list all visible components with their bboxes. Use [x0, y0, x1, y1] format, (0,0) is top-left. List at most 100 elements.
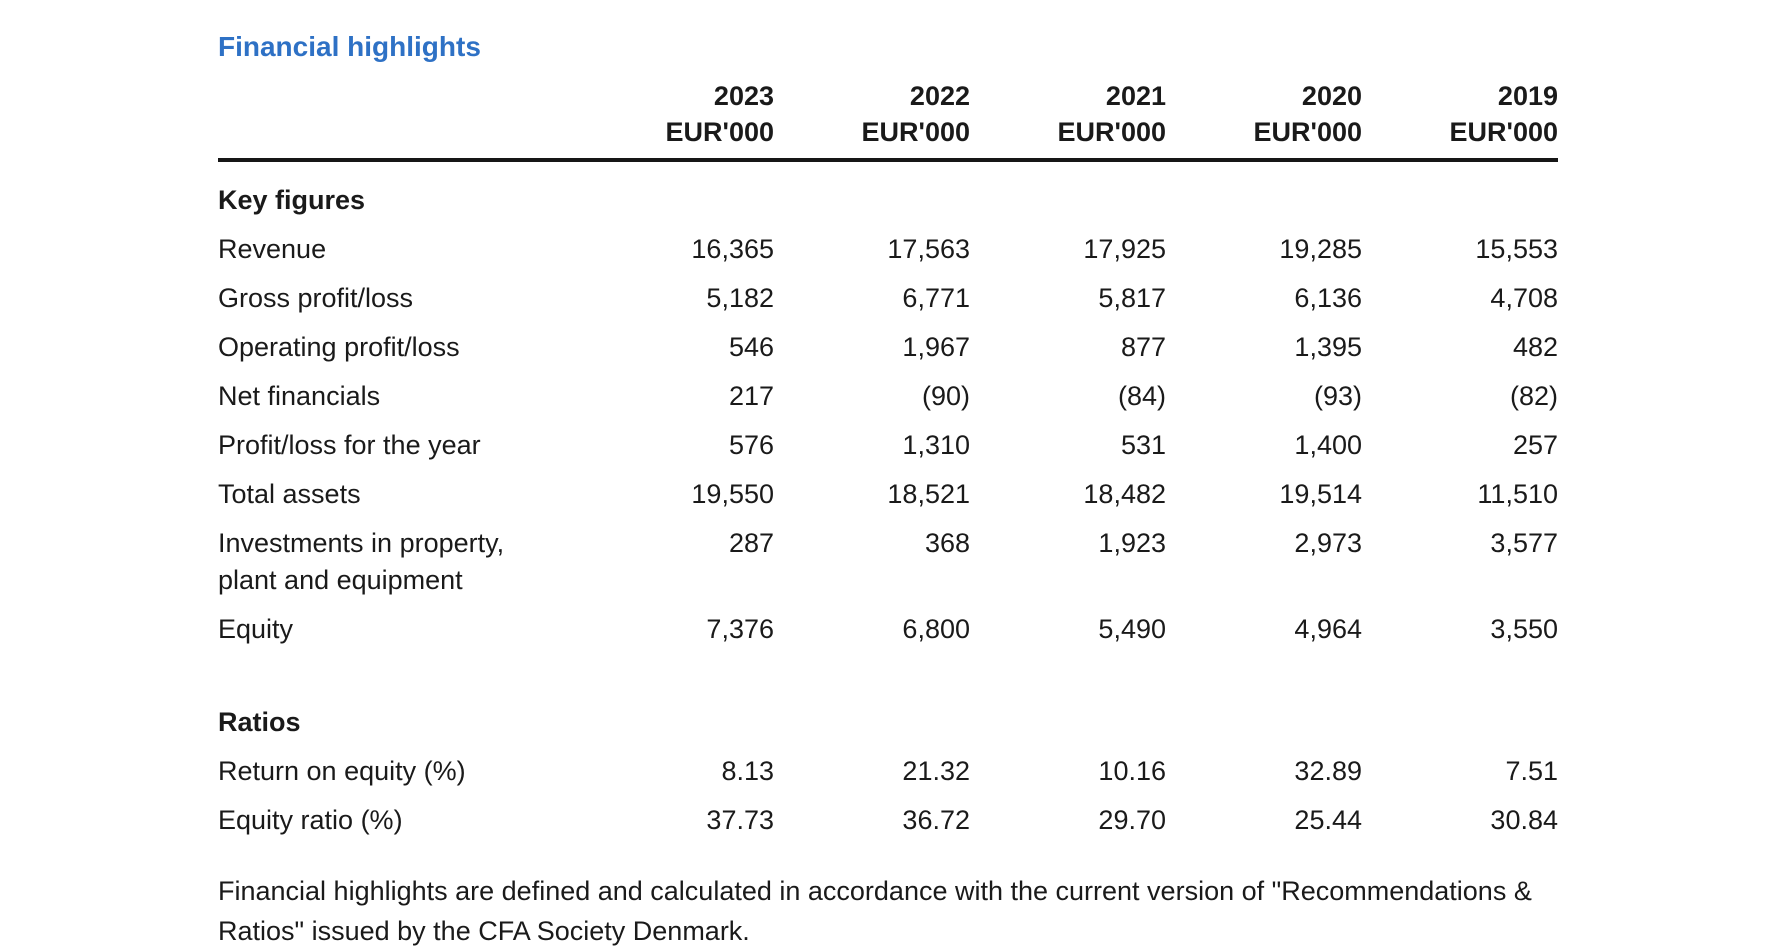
cell-value: 2,973 — [1294, 528, 1362, 558]
cell-value: 37.73 — [706, 805, 774, 835]
section-heading-row: Key figures — [218, 160, 1558, 225]
table-row-total-assets: Total assets 19,550 18,521 18,482 19,514… — [218, 470, 1558, 519]
cell-value: 1,967 — [902, 332, 970, 362]
cell-value: 8.13 — [721, 756, 774, 786]
year-header-row: 2023 EUR'000 2022 EUR'000 2021 EUR'000 2… — [218, 78, 1558, 162]
cell-value: 5,182 — [706, 283, 774, 313]
cell-value: 16,365 — [691, 234, 774, 264]
year-label: 2023 — [713, 81, 774, 111]
year-label: 2022 — [909, 81, 970, 111]
cell-value: (84) — [1117, 381, 1166, 411]
currency-unit-label: EUR'000 — [861, 117, 970, 147]
year-label: 2019 — [1497, 81, 1558, 111]
cell-value: 6,771 — [902, 283, 970, 313]
table-row-return-on-equity: Return on equity (%) 8.13 21.32 10.16 32… — [218, 747, 1558, 796]
cell-value: 1,400 — [1294, 430, 1362, 460]
table-row-revenue: Revenue 16,365 17,563 17,925 19,285 15,5… — [218, 225, 1558, 274]
cell-value: 10.16 — [1098, 756, 1166, 786]
section-heading-key-figures: Key figures — [218, 185, 366, 215]
cell-value: 3,550 — [1490, 614, 1558, 644]
cell-value: (93) — [1313, 381, 1362, 411]
currency-unit-label: EUR'000 — [1057, 117, 1166, 147]
cell-value: 17,925 — [1083, 234, 1166, 264]
column-header-2019: 2019 EUR'000 — [1362, 78, 1558, 162]
cell-value: 217 — [728, 381, 774, 411]
cell-value: 287 — [728, 528, 774, 558]
footnote-line2: Ratios" issued by the CFA Society Denmar… — [218, 916, 750, 946]
cell-value: 257 — [1512, 430, 1558, 460]
column-header-2020: 2020 EUR'000 — [1166, 78, 1362, 162]
row-label: Return on equity (%) — [218, 756, 466, 786]
row-label: Operating profit/loss — [218, 332, 460, 362]
cell-value: 21.32 — [902, 756, 970, 786]
cell-value: (82) — [1509, 381, 1558, 411]
table-row-operating-profit: Operating profit/loss 546 1,967 877 1,39… — [218, 323, 1558, 372]
cell-value: 5,490 — [1098, 614, 1166, 644]
financial-highlights-table: 2023 EUR'000 2022 EUR'000 2021 EUR'000 2… — [218, 78, 1558, 845]
cell-value: 30.84 — [1490, 805, 1558, 835]
cell-value: 19,285 — [1279, 234, 1362, 264]
row-label: Revenue — [218, 234, 327, 264]
column-header-2023: 2023 EUR'000 — [578, 78, 774, 162]
table-row-investments: Investments in property, plant and equip… — [218, 519, 1558, 605]
row-label: Gross profit/loss — [218, 283, 414, 313]
footnote: Financial highlights are defined and cal… — [218, 871, 1558, 951]
table-row-profit-for-year: Profit/loss for the year 576 1,310 531 1… — [218, 421, 1558, 470]
page-content: Financial highlights 2023 EUR'000 — [218, 30, 1558, 951]
column-header-2022: 2022 EUR'000 — [774, 78, 970, 162]
row-label-line1: Investments in property, — [218, 528, 505, 558]
row-label: Profit/loss for the year — [218, 430, 481, 460]
row-label: Net financials — [218, 381, 381, 411]
cell-value: 19,550 — [691, 479, 774, 509]
table-row-net-financials: Net financials 217 (90) (84) (93) (82) — [218, 372, 1558, 421]
cell-value: 15,553 — [1475, 234, 1558, 264]
cell-value: 3,577 — [1490, 528, 1558, 558]
year-label: 2020 — [1301, 81, 1362, 111]
cell-value: 17,563 — [887, 234, 970, 264]
cell-value: 36.72 — [902, 805, 970, 835]
cell-value: 4,964 — [1294, 614, 1362, 644]
row-label: Equity — [218, 614, 294, 644]
currency-unit-label: EUR'000 — [665, 117, 774, 147]
row-label-line2: plant and equipment — [218, 565, 463, 595]
section-heading-ratios: Ratios — [218, 707, 301, 737]
cell-value: 546 — [728, 332, 774, 362]
row-label: Investments in property, plant and equip… — [218, 519, 578, 605]
cell-value: 19,514 — [1279, 479, 1362, 509]
cell-value: 576 — [728, 430, 774, 460]
cell-value: 1,923 — [1098, 528, 1166, 558]
cell-value: 482 — [1512, 332, 1558, 362]
footnote-line1: Financial highlights are defined and cal… — [218, 876, 1532, 906]
column-header-2021: 2021 EUR'000 — [970, 78, 1166, 162]
cell-value: 6,136 — [1294, 283, 1362, 313]
cell-value: 531 — [1120, 430, 1166, 460]
cell-value: 1,395 — [1294, 332, 1362, 362]
cell-value: 11,510 — [1477, 479, 1558, 509]
cell-value: 5,817 — [1098, 283, 1166, 313]
table-row-equity-ratio: Equity ratio (%) 37.73 36.72 29.70 25.44… — [218, 796, 1558, 845]
currency-unit-label: EUR'000 — [1253, 117, 1362, 147]
year-label: 2021 — [1105, 81, 1166, 111]
cell-value: 368 — [924, 528, 970, 558]
cell-value: 18,521 — [887, 479, 970, 509]
section-heading-row: Ratios — [218, 654, 1558, 747]
empty-header-cell — [218, 78, 578, 162]
cell-value: 1,310 — [902, 430, 970, 460]
cell-value: 29.70 — [1098, 805, 1166, 835]
cell-value: 32.89 — [1294, 756, 1362, 786]
page-title: Financial highlights — [218, 31, 481, 62]
table-row-equity: Equity 7,376 6,800 5,490 4,964 3,550 — [218, 605, 1558, 654]
cell-value: 7.51 — [1505, 756, 1558, 786]
cell-value: (90) — [921, 381, 970, 411]
cell-value: 4,708 — [1490, 283, 1558, 313]
cell-value: 18,482 — [1083, 479, 1166, 509]
cell-value: 7,376 — [706, 614, 774, 644]
row-label: Total assets — [218, 479, 361, 509]
currency-unit-label: EUR'000 — [1449, 117, 1558, 147]
table-row-gross-profit: Gross profit/loss 5,182 6,771 5,817 6,13… — [218, 274, 1558, 323]
cell-value: 877 — [1120, 332, 1166, 362]
cell-value: 6,800 — [902, 614, 970, 644]
cell-value: 25.44 — [1294, 805, 1362, 835]
row-label: Equity ratio (%) — [218, 805, 403, 835]
